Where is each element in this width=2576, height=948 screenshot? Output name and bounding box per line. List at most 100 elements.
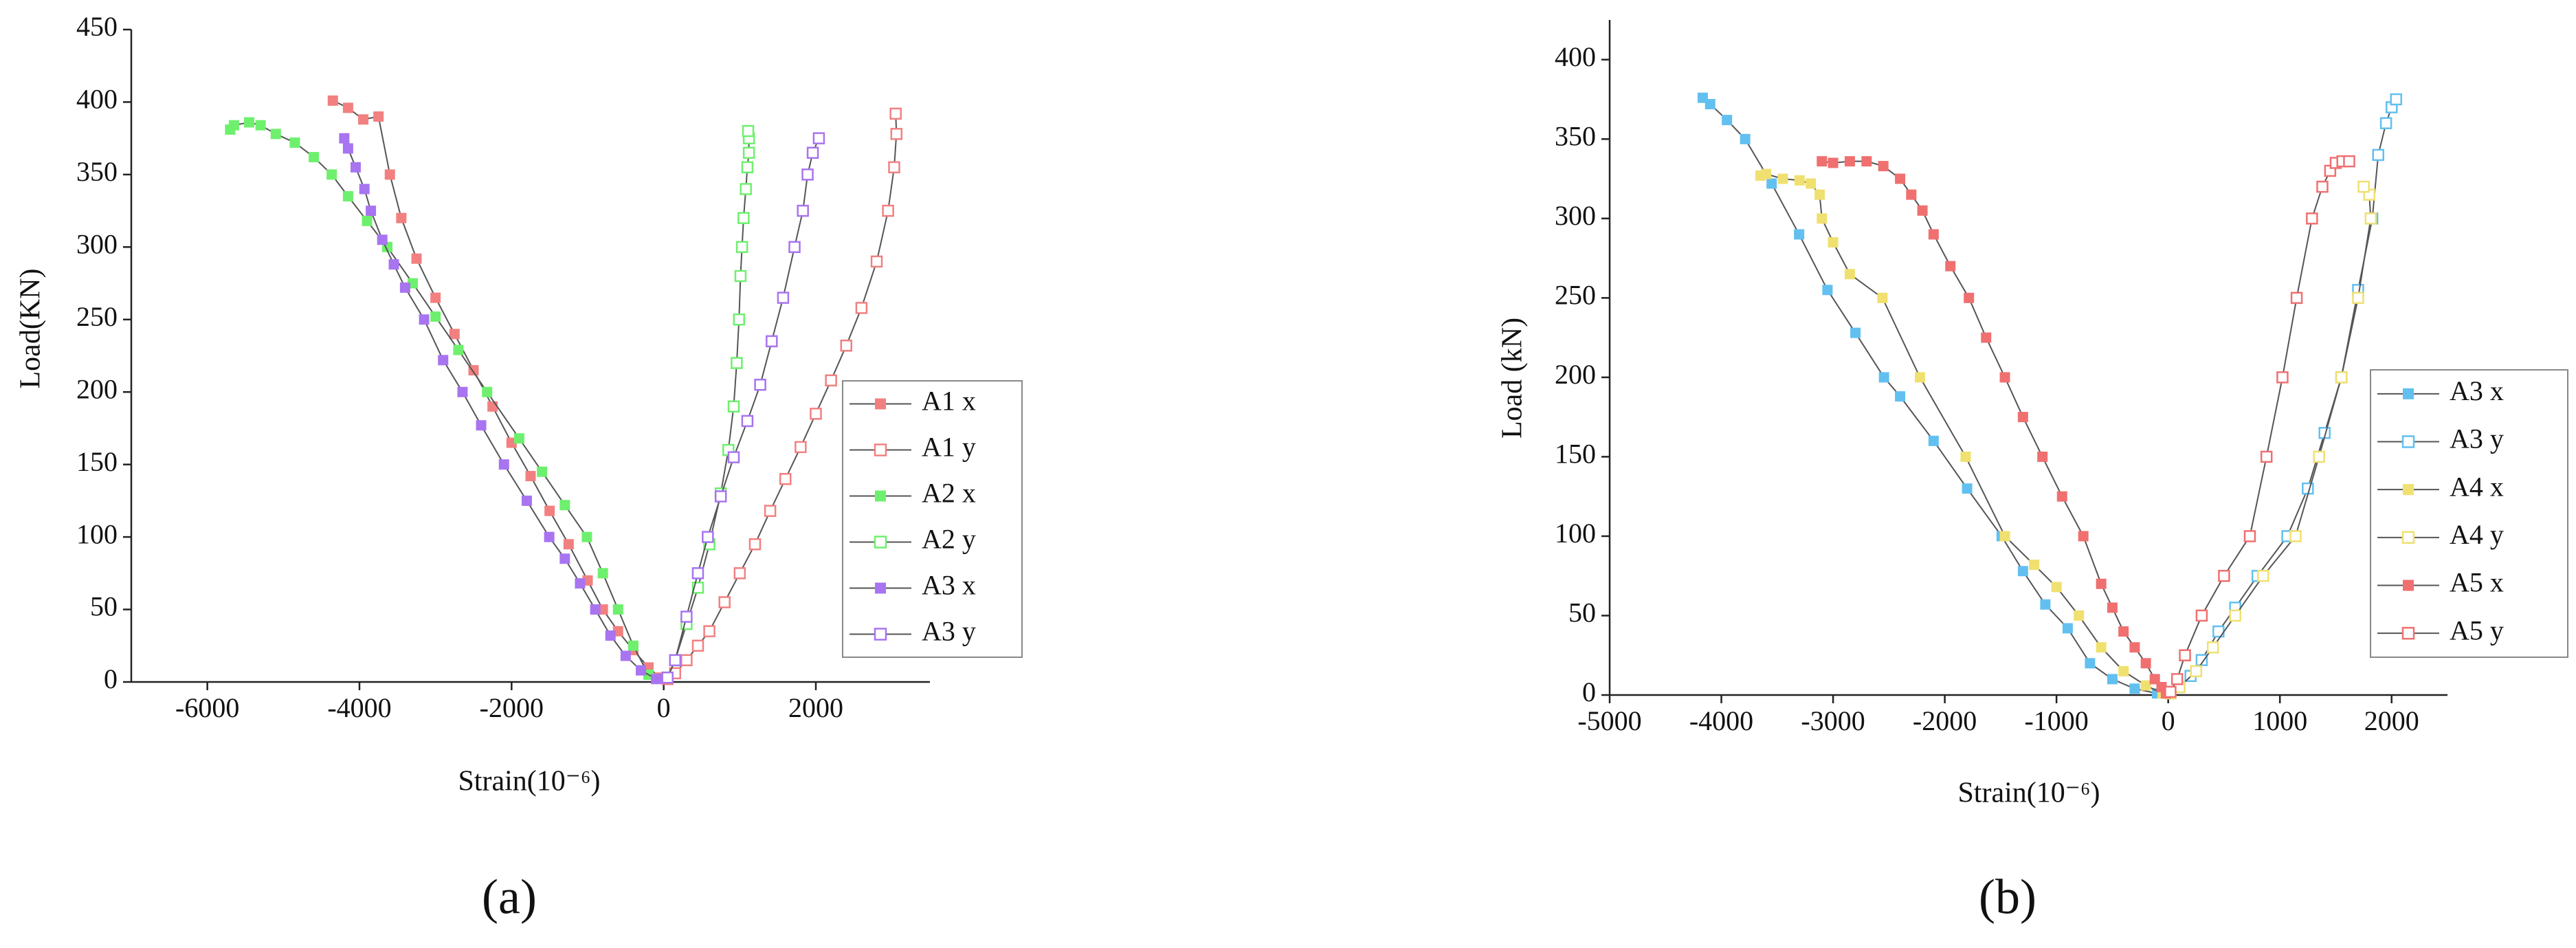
data-point — [882, 204, 894, 217]
data-point — [2096, 578, 2107, 589]
data-point — [498, 459, 509, 470]
data-point — [669, 654, 682, 667]
y-tick-label: 350 — [1555, 120, 1596, 151]
y-tick-label: 0 — [104, 663, 118, 694]
legend-marker — [875, 490, 886, 502]
data-point — [399, 282, 410, 293]
data-point — [1915, 372, 1926, 383]
data-point — [737, 212, 750, 224]
y-tick-label: 250 — [1555, 280, 1596, 311]
x-tick-label: 2000 — [788, 692, 843, 723]
data-point — [691, 567, 704, 580]
data-point — [2357, 180, 2370, 193]
data-point — [373, 111, 384, 122]
data-point — [680, 654, 693, 667]
data-point — [2051, 582, 2062, 593]
y-tick-label: 50 — [90, 591, 118, 622]
data-point — [342, 191, 353, 202]
data-point — [1906, 189, 1917, 200]
data-point — [2140, 680, 2151, 691]
data-point — [2276, 371, 2289, 384]
y-tick-label: 450 — [76, 11, 118, 42]
data-point — [396, 212, 407, 223]
data-point — [2074, 610, 2085, 621]
data-point — [1722, 115, 1733, 126]
data-point — [812, 132, 825, 144]
data-point — [742, 124, 755, 137]
data-point — [888, 161, 900, 174]
data-point — [2390, 93, 2402, 106]
data-point — [2302, 482, 2314, 495]
data-point — [1928, 229, 1939, 240]
data-point — [806, 146, 819, 159]
data-point — [628, 640, 639, 651]
data-point — [2206, 641, 2219, 654]
data-point — [1999, 372, 2010, 383]
y-tick-label: 150 — [76, 446, 118, 477]
data-point — [2140, 658, 2151, 669]
data-point — [779, 473, 792, 485]
data-point — [1878, 372, 1889, 383]
data-point — [327, 95, 338, 106]
data-point — [2037, 451, 2048, 462]
data-point — [2017, 566, 2028, 577]
data-point — [735, 241, 748, 254]
data-point — [740, 183, 752, 195]
y-tick-label: 300 — [76, 229, 118, 260]
legend-label: A3 x — [922, 570, 976, 601]
legend-marker — [2403, 388, 2414, 399]
data-point — [430, 311, 441, 322]
legend-marker — [875, 398, 886, 410]
legend-label: A5 x — [2450, 567, 2504, 598]
data-point — [691, 639, 704, 652]
data-point — [1844, 156, 1855, 167]
legend-label: A3 x — [2450, 375, 2504, 406]
data-point — [2078, 531, 2089, 542]
data-point — [801, 168, 814, 181]
data-point — [2096, 642, 2107, 653]
x-tick-label: -2000 — [480, 692, 544, 723]
data-point — [1999, 531, 2010, 542]
y-axis-label: Load(KN) — [15, 269, 47, 389]
legend-label: A2 x — [922, 478, 976, 509]
data-point — [727, 451, 740, 463]
data-point — [890, 128, 903, 140]
data-point — [244, 117, 255, 128]
data-point — [635, 665, 646, 676]
y-tick-label: 250 — [76, 301, 118, 332]
data-point — [2364, 212, 2377, 225]
data-point — [788, 241, 801, 254]
data-point — [449, 329, 460, 340]
data-point — [1877, 292, 1888, 303]
data-point — [605, 630, 616, 641]
data-point — [741, 415, 754, 428]
data-point — [1814, 189, 1825, 200]
data-point — [2352, 291, 2364, 305]
data-point — [1697, 92, 1708, 103]
legend-marker — [2401, 531, 2415, 544]
data-point — [2129, 683, 2140, 694]
x-tick-label: 2000 — [2364, 705, 2419, 736]
legend-label: A1 x — [922, 386, 976, 417]
data-point — [727, 400, 740, 413]
data-point — [2218, 569, 2230, 582]
data-point — [2164, 685, 2177, 698]
data-point — [795, 441, 807, 454]
data-point — [810, 408, 822, 420]
data-point — [1850, 327, 1861, 338]
data-point — [2085, 658, 2096, 669]
legend-marker — [875, 582, 886, 594]
legend-label: A4 x — [2450, 471, 2504, 502]
series-line — [1760, 173, 2163, 694]
data-point — [359, 184, 370, 195]
data-point — [2335, 371, 2348, 384]
data-point — [754, 378, 766, 391]
data-point — [2062, 623, 2073, 634]
data-point — [1960, 451, 1971, 462]
data-point — [1962, 483, 1973, 494]
data-point — [2190, 665, 2203, 678]
data-point — [366, 206, 377, 217]
data-point — [225, 124, 236, 135]
data-point — [438, 355, 449, 366]
